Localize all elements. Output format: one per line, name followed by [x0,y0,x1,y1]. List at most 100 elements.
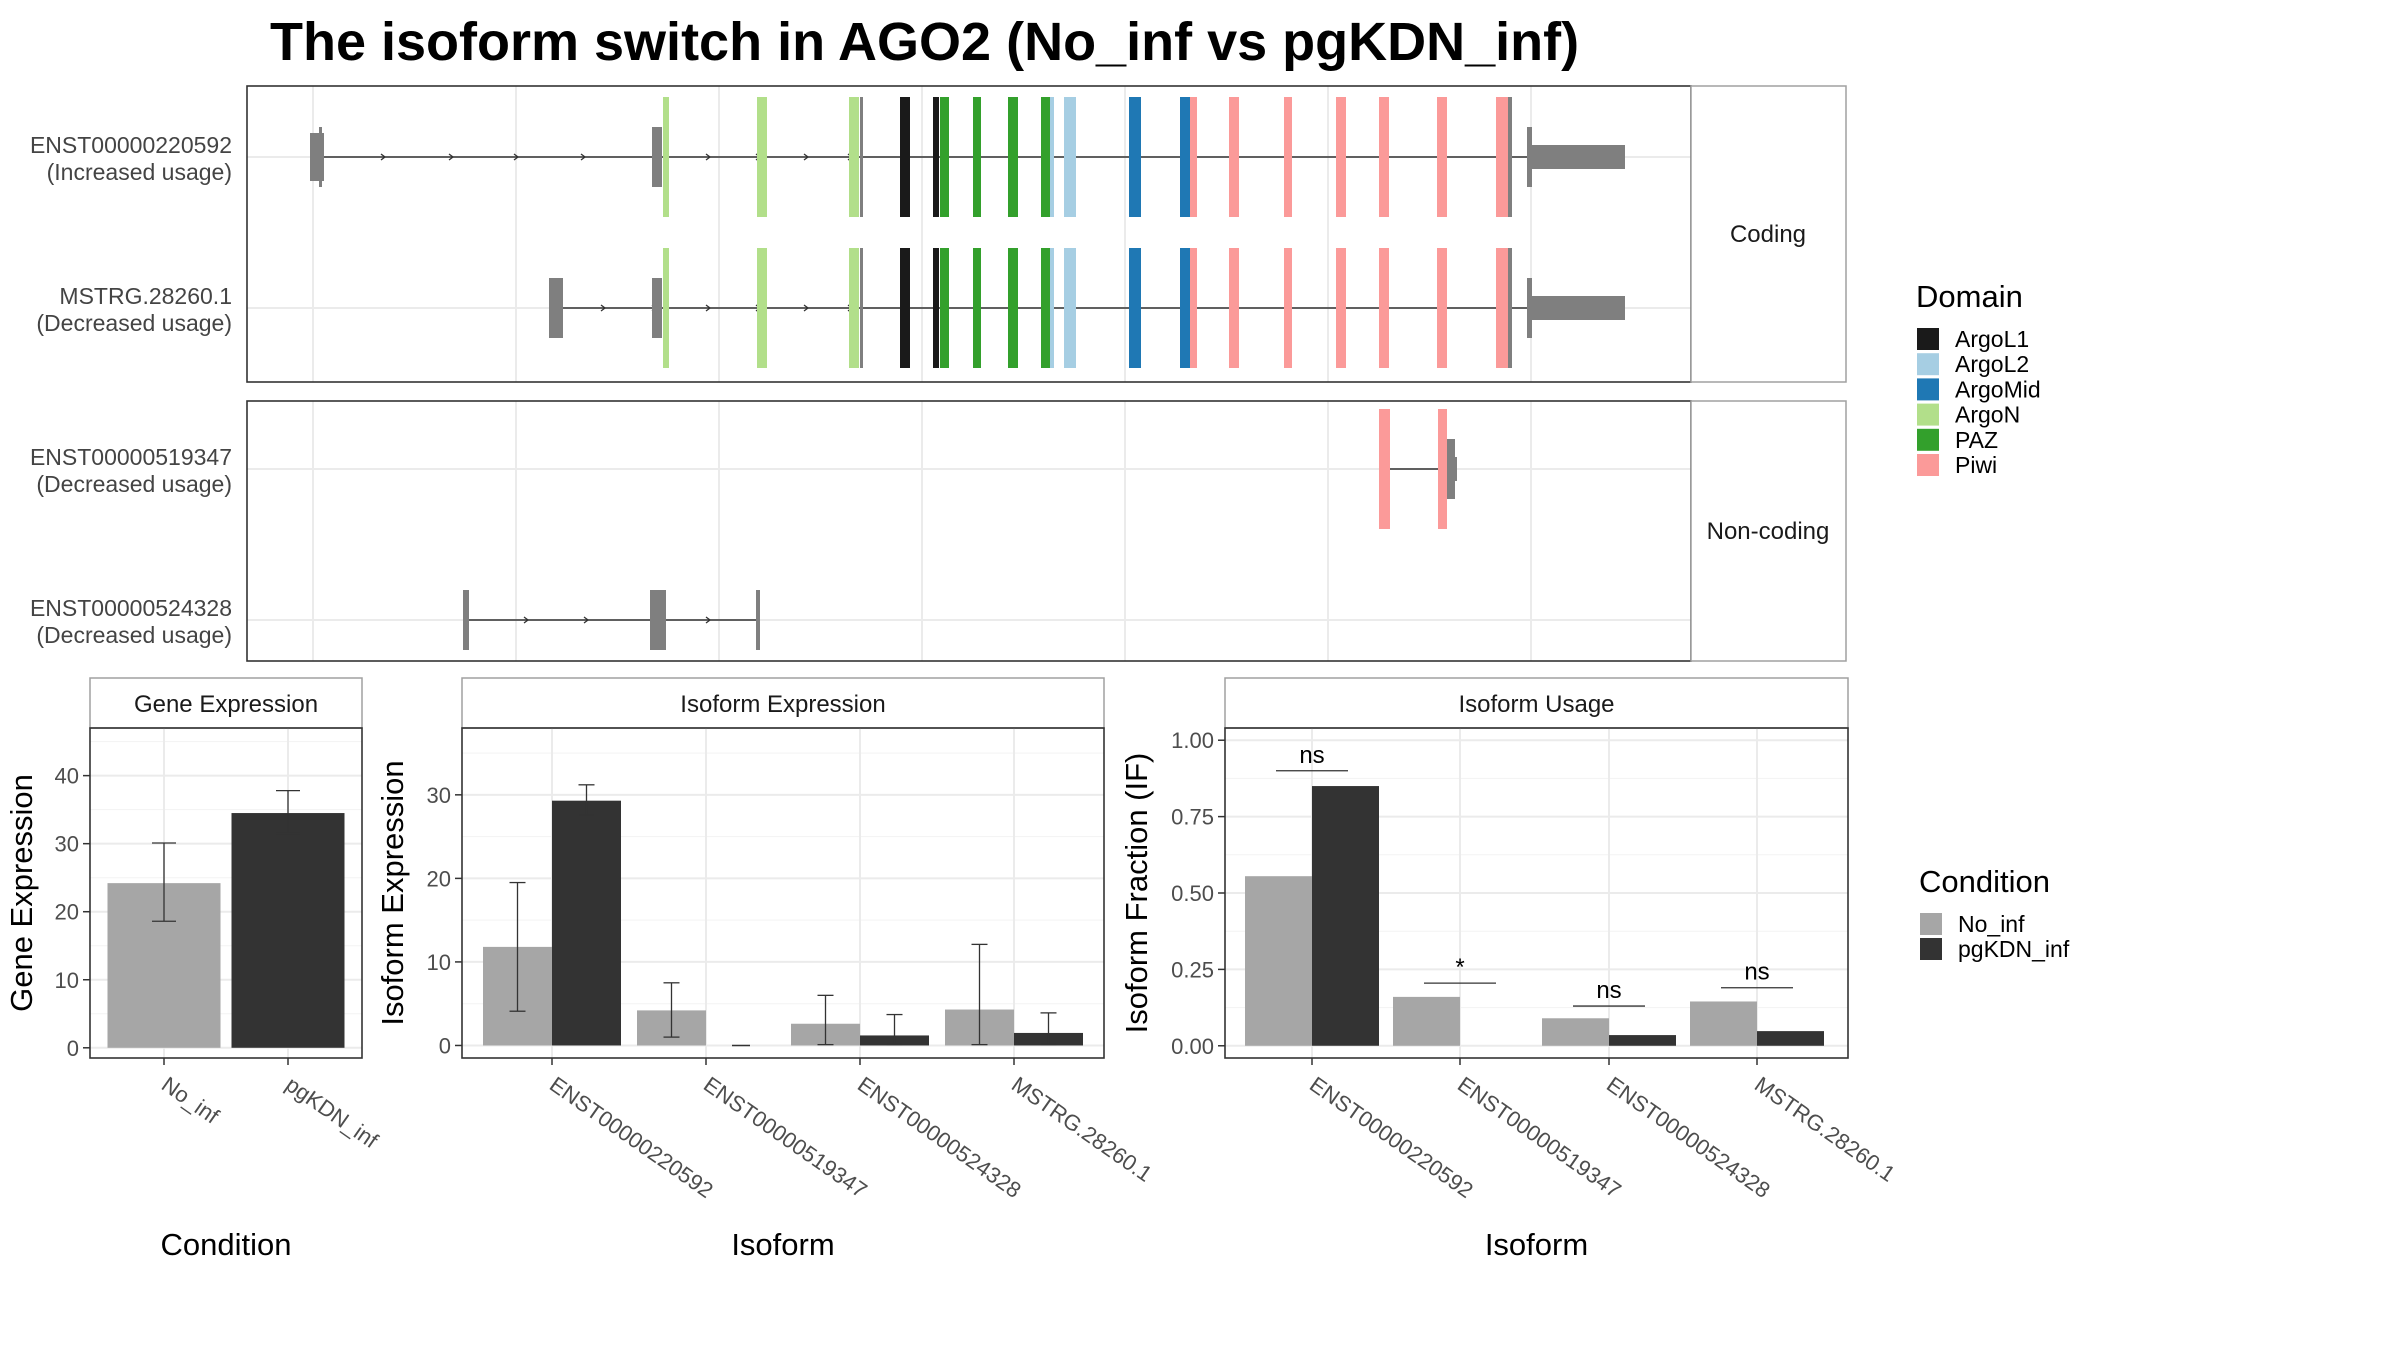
domain-piwi [1336,248,1346,368]
transcript-id-label: ENST00000524328 [30,595,232,621]
exon [1527,278,1532,338]
legend-key-pgkdn_inf [1920,938,1942,960]
condition-legend-title: Condition [1919,864,2050,899]
domain-piwi [1229,248,1239,368]
domain-paz [1008,248,1018,368]
exon [650,590,666,650]
bar-pgKDN_inf-MSTRG.28260.1 [1757,1031,1824,1046]
domain-exon [1508,248,1512,368]
facet-non-coding: ENST00000519347(Decreased usage)ENST0000… [30,400,1847,662]
exon [652,278,662,338]
bar-No_inf-ENST00000519347 [1393,996,1460,1046]
domain-argol2 [1064,248,1076,368]
transcript-ENST00000524328: ENST00000524328(Decreased usage) [30,590,760,650]
significance-label: ns [1596,977,1621,1004]
facet-strip [1690,400,1847,662]
exon [1451,457,1457,481]
exon [1532,296,1625,320]
domain-argol1 [933,97,939,217]
legend-key-no_inf [1920,913,1942,935]
y-tick-label: 0.50 [1171,881,1214,906]
direction-arrow [803,304,810,312]
facet-strip [1690,85,1847,383]
domain-argol1 [933,248,939,368]
transcript-ENST00000220592: ENST00000220592(Increased usage) [30,97,1625,217]
gene-expression-panel: Gene Expression 0 10 20 30 40 No_inf pgKDN_inf C… [4,677,383,1262]
facet-strip-label: Gene Expression [134,691,318,718]
direction-arrow [523,616,530,624]
x-tick-label: ENST00000519347 [699,1072,872,1203]
domain-argon [849,248,859,368]
bar-No_inf-ENST00000220592 [1245,876,1312,1046]
y-tick-label: 20 [427,866,451,891]
domain-argol1 [900,97,910,217]
facet-strip [89,677,363,729]
domain-argol2 [1050,248,1054,368]
y-tick-label: 30 [427,783,451,808]
x-tick-label: ENST00000519347 [1453,1072,1626,1203]
panel-border [89,727,363,1059]
legend-label-argomid: ArgoMid [1955,376,2041,402]
x-tick-label: ENST00000524328 [1602,1072,1775,1203]
legend-label-pgkdn_inf: pgKDN_inf [1958,936,2070,962]
domain-argomid [1129,97,1141,217]
y-tick-label: 20 [55,900,79,925]
domain-piwi [1379,97,1389,217]
significance-label: ns [1744,959,1769,986]
domain-piwi [1437,97,1447,217]
domain-piwi [1379,248,1389,368]
x-tick-label: MSTRG.28260.1 [1750,1072,1900,1187]
direction-arrow [513,153,520,161]
transcript-MSTRG.28260.1: MSTRG.28260.1(Decreased usage) [36,248,1625,368]
domain-paz [1041,248,1050,368]
domain-paz [973,248,981,368]
domain-argon [757,97,767,217]
domain-piwi [1496,97,1508,217]
y-tick-label: 30 [55,832,79,857]
x-axis-title: Isoform [1485,1227,1588,1262]
domain-paz [1041,97,1050,217]
bar-No_inf-MSTRG.28260.1 [1690,1001,1757,1046]
domain-piwi [1496,248,1508,368]
domain-piwi [1336,97,1346,217]
direction-arrow [380,153,387,161]
domain-piwi [1284,97,1292,217]
domain-argon [663,97,669,217]
facet-strip-label: Coding [1730,221,1806,248]
isoform-usage-panel: Isoform Usage ns * ns ns 0.00 0.25 0.50 0.75 1.00… [1119,677,1900,1262]
domain-paz [940,97,949,217]
domain-piwi [1190,248,1197,368]
domain-argon [849,97,859,217]
domain-piwi [1190,97,1197,217]
domain-legend-title: Domain [1916,279,2023,314]
legend-key-argol2 [1917,353,1939,376]
facet-strip-label: Isoform Usage [1458,691,1614,718]
x-tick-label: MSTRG.28260.1 [1007,1072,1157,1187]
y-axis-title: Gene Expression [4,774,39,1012]
y-tick-label: 0.00 [1171,1034,1214,1059]
exon [549,278,558,338]
x-tick-label: pgKDN_inf [281,1072,383,1154]
x-axis-title: Condition [161,1227,292,1262]
domain-argomid [1180,97,1190,217]
significance-label: ns [1299,742,1324,769]
x-tick-label: ENST00000524328 [853,1072,1026,1203]
transcript-usage-label: (Decreased usage) [36,310,232,336]
y-tick-label: 10 [427,950,451,975]
transcript-usage-label: (Decreased usage) [36,622,232,648]
significance-label: * [1455,954,1464,981]
exon [756,590,760,650]
y-tick-label: 1.00 [1171,728,1214,753]
legend-key-piwi [1917,454,1939,476]
domain-paz [1008,97,1018,217]
figure-title: The isoform switch in AGO2 (No_inf vs pg… [270,12,1579,72]
domain-piwi [1229,97,1239,217]
legend-label-no_inf: No_inf [1958,911,2025,937]
facet-strip-label: Isoform Expression [680,691,885,718]
exon [319,127,322,187]
panel-border [1224,727,1849,1059]
x-tick-label: ENST00000220592 [545,1072,718,1203]
domain-argomid [1129,248,1141,368]
bar-pgKDN_inf-ENST00000220592 [552,800,621,1046]
